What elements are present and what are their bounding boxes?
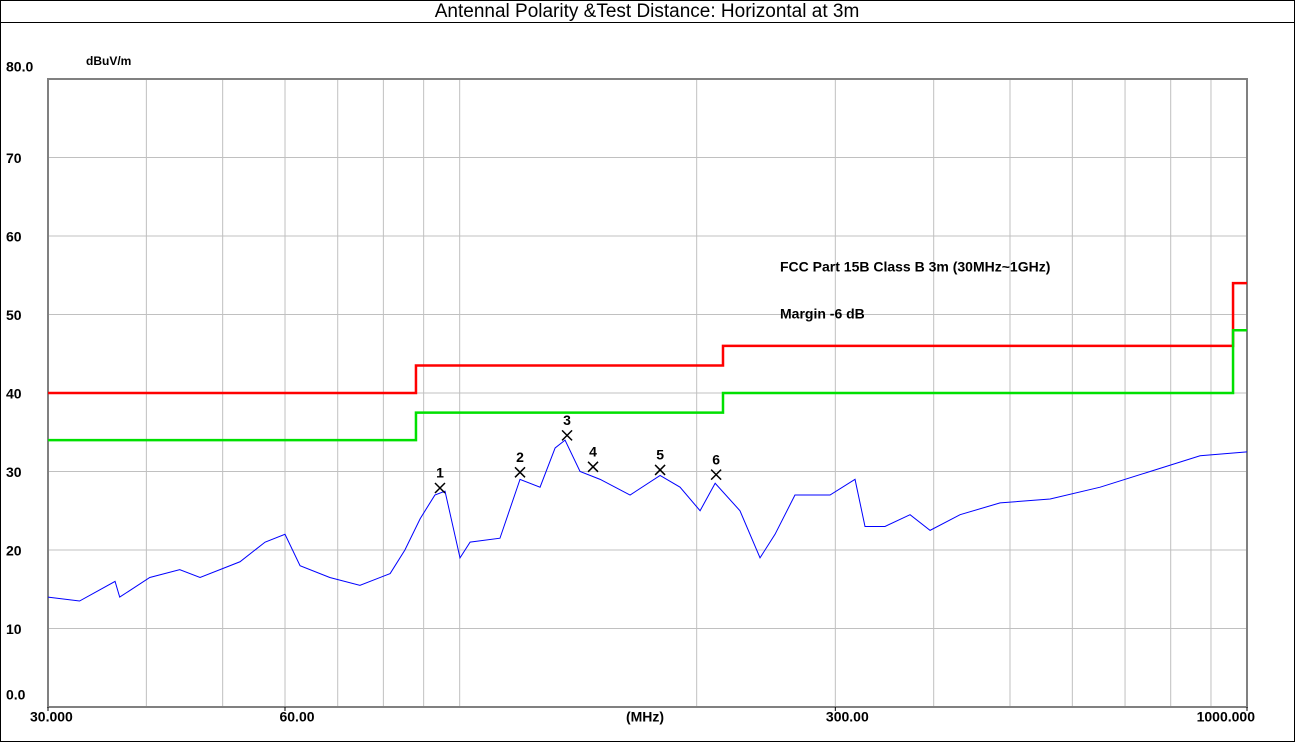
marker <box>587 461 599 473</box>
marker-label: 4 <box>589 443 597 459</box>
y-tick-label: 0.0 <box>6 687 26 703</box>
legend-label: FCC Part 15B Class B 3m (30MHz~1GHz) <box>780 259 1050 275</box>
series-line <box>48 281 1247 395</box>
marker-label: 1 <box>436 465 444 481</box>
marker-label: 3 <box>563 412 571 428</box>
series-line <box>47 439 1248 602</box>
x-tick-label: 60.00 <box>279 709 314 725</box>
y-tick-label: 30 <box>6 464 22 480</box>
marker-label: 6 <box>712 451 720 467</box>
marker <box>561 429 573 441</box>
y-tick-label: 10 <box>6 621 22 637</box>
y-tick-label: 70 <box>6 150 22 166</box>
marker-label: 5 <box>656 447 664 463</box>
x-axis-label: (MHz) <box>626 709 664 725</box>
legend-label: Margin -6 dB <box>780 306 865 322</box>
series-line <box>48 328 1247 442</box>
marker <box>654 464 666 476</box>
y-tick-label: 50 <box>6 307 22 323</box>
y-tick-label: 20 <box>6 543 22 559</box>
marker <box>514 466 526 478</box>
y-tick-label: 40 <box>6 386 22 402</box>
x-tick-label: 300.00 <box>826 709 869 725</box>
marker-label: 2 <box>516 449 524 465</box>
marker <box>434 482 446 494</box>
marker <box>710 469 722 481</box>
y-tick-label: 60 <box>6 229 22 245</box>
x-tick-label: 1000.000 <box>1197 709 1256 725</box>
y-tick-label: 80.0 <box>6 59 33 75</box>
x-tick-label: 30.000 <box>30 709 73 725</box>
chart-title: Antennal Polarity &Test Distance: Horizo… <box>435 1 860 22</box>
y-axis-label: dBuV/m <box>86 54 131 68</box>
